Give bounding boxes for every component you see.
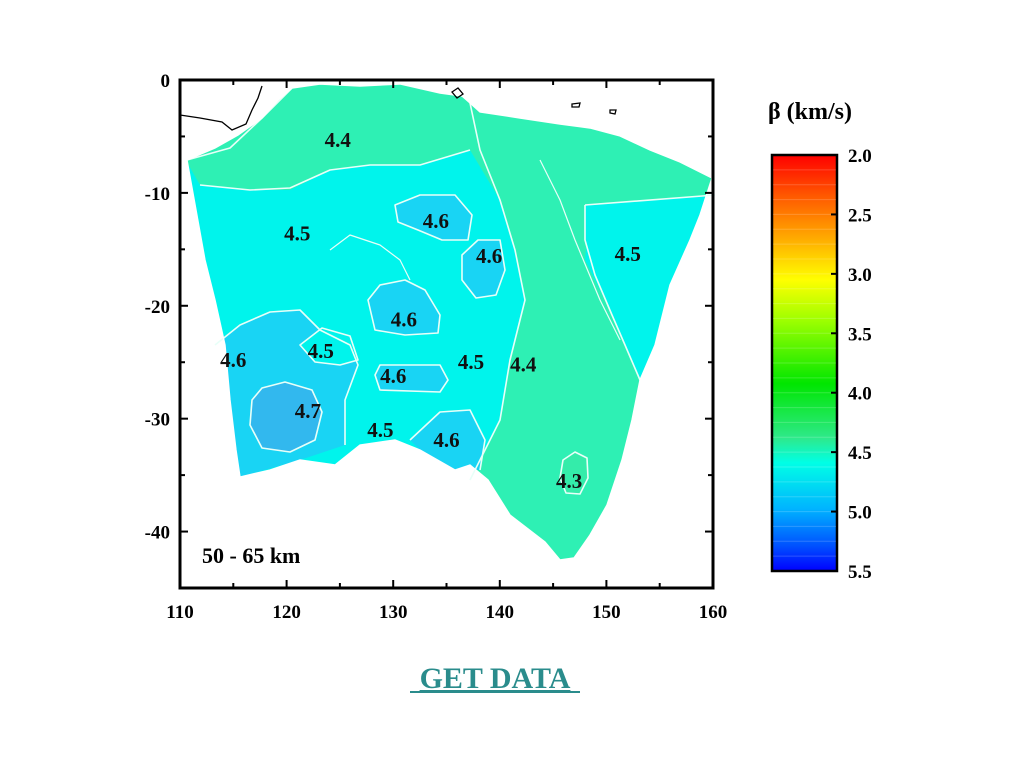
contour-label: 4.7 xyxy=(295,399,321,423)
contour-region-4.6-mid xyxy=(375,365,448,392)
contour-label: 4.6 xyxy=(220,348,246,372)
contour-label: 4.5 xyxy=(284,222,310,246)
colorbar-title: β (km/s) xyxy=(768,99,852,125)
contour-label: 4.4 xyxy=(325,128,352,152)
contour-region-4.7 xyxy=(250,382,322,452)
contour-region-4.6-ne xyxy=(462,240,505,298)
y-tick-label: -40 xyxy=(145,523,170,544)
contour-label: 4.4 xyxy=(510,352,537,376)
velocity-map xyxy=(179,83,716,561)
contour-region-4.6-north xyxy=(395,195,472,240)
depth-range-label: 50 - 65 km xyxy=(202,543,300,568)
y-axis: 0 -10 -20 -30 -40 xyxy=(145,71,713,544)
x-tick-label: 110 xyxy=(166,602,193,623)
colorbar-tick-label: 2.5 xyxy=(848,205,872,226)
colorbar-tick-label: 3.0 xyxy=(848,265,872,286)
contour-label: 4.6 xyxy=(423,209,449,233)
contour-label: 4.5 xyxy=(308,339,334,363)
contour-label: 4.5 xyxy=(458,350,484,374)
x-tick-label: 160 xyxy=(699,602,728,623)
contour-label: 4.5 xyxy=(367,418,393,442)
get-data-link[interactable]: GET DATA xyxy=(420,662,571,695)
y-tick-label: -10 xyxy=(145,184,170,205)
y-tick-label: -30 xyxy=(145,410,170,431)
colorbar-tick-label: 3.5 xyxy=(848,324,872,345)
contour-label: 4.5 xyxy=(615,242,641,266)
y-tick-label: -20 xyxy=(145,297,170,318)
x-axis: 110 120 130 140 150 160 xyxy=(166,80,727,623)
colorbar: β (km/s) 2.0 2.5 3.0 3.5 4.0 4.5 5.0 5.5 xyxy=(768,99,872,583)
contour-label: 4.6 xyxy=(391,307,417,331)
colorbar-tick-label: 4.0 xyxy=(848,384,872,405)
contour-region-4.5-inset xyxy=(300,328,358,365)
x-tick-label: 120 xyxy=(272,602,301,623)
contour-labels: 4.4 4.5 4.6 4.6 4.5 4.6 4.5 4.6 4.6 4.5 4.4 4.7 4.5 4… xyxy=(220,128,641,493)
x-tick-label: 130 xyxy=(379,602,408,623)
colorbar-tick-label: 5.0 xyxy=(848,503,872,524)
colorbar-ticks: 2.0 2.5 3.0 3.5 4.0 4.5 5.0 5.5 xyxy=(831,146,872,583)
offshore-islands xyxy=(179,85,617,131)
contour-lines xyxy=(186,87,716,495)
contour-region-4.5-east xyxy=(585,195,712,380)
contour-label: 4.3 xyxy=(556,469,582,493)
x-tick-label: 150 xyxy=(592,602,621,623)
colorbar-tick-label: 5.5 xyxy=(848,562,872,583)
contour-region-4.4-east xyxy=(460,100,712,560)
contour-region-4.4-north xyxy=(187,84,470,190)
colorbar-scale xyxy=(770,153,839,573)
x-tick-label: 140 xyxy=(486,602,515,623)
contour-label: 4.6 xyxy=(476,244,502,268)
y-tick-label: 0 xyxy=(161,71,171,92)
contour-label: 4.6 xyxy=(433,428,459,452)
contour-label: 4.6 xyxy=(380,364,406,388)
contour-region-4.6-central xyxy=(368,280,440,335)
coastline xyxy=(186,83,713,561)
colorbar-tick-label: 2.0 xyxy=(848,146,872,167)
colorbar-bands xyxy=(773,169,836,557)
contour-region-4.3 xyxy=(560,452,588,494)
colorbar-tick-label: 4.5 xyxy=(848,443,872,464)
